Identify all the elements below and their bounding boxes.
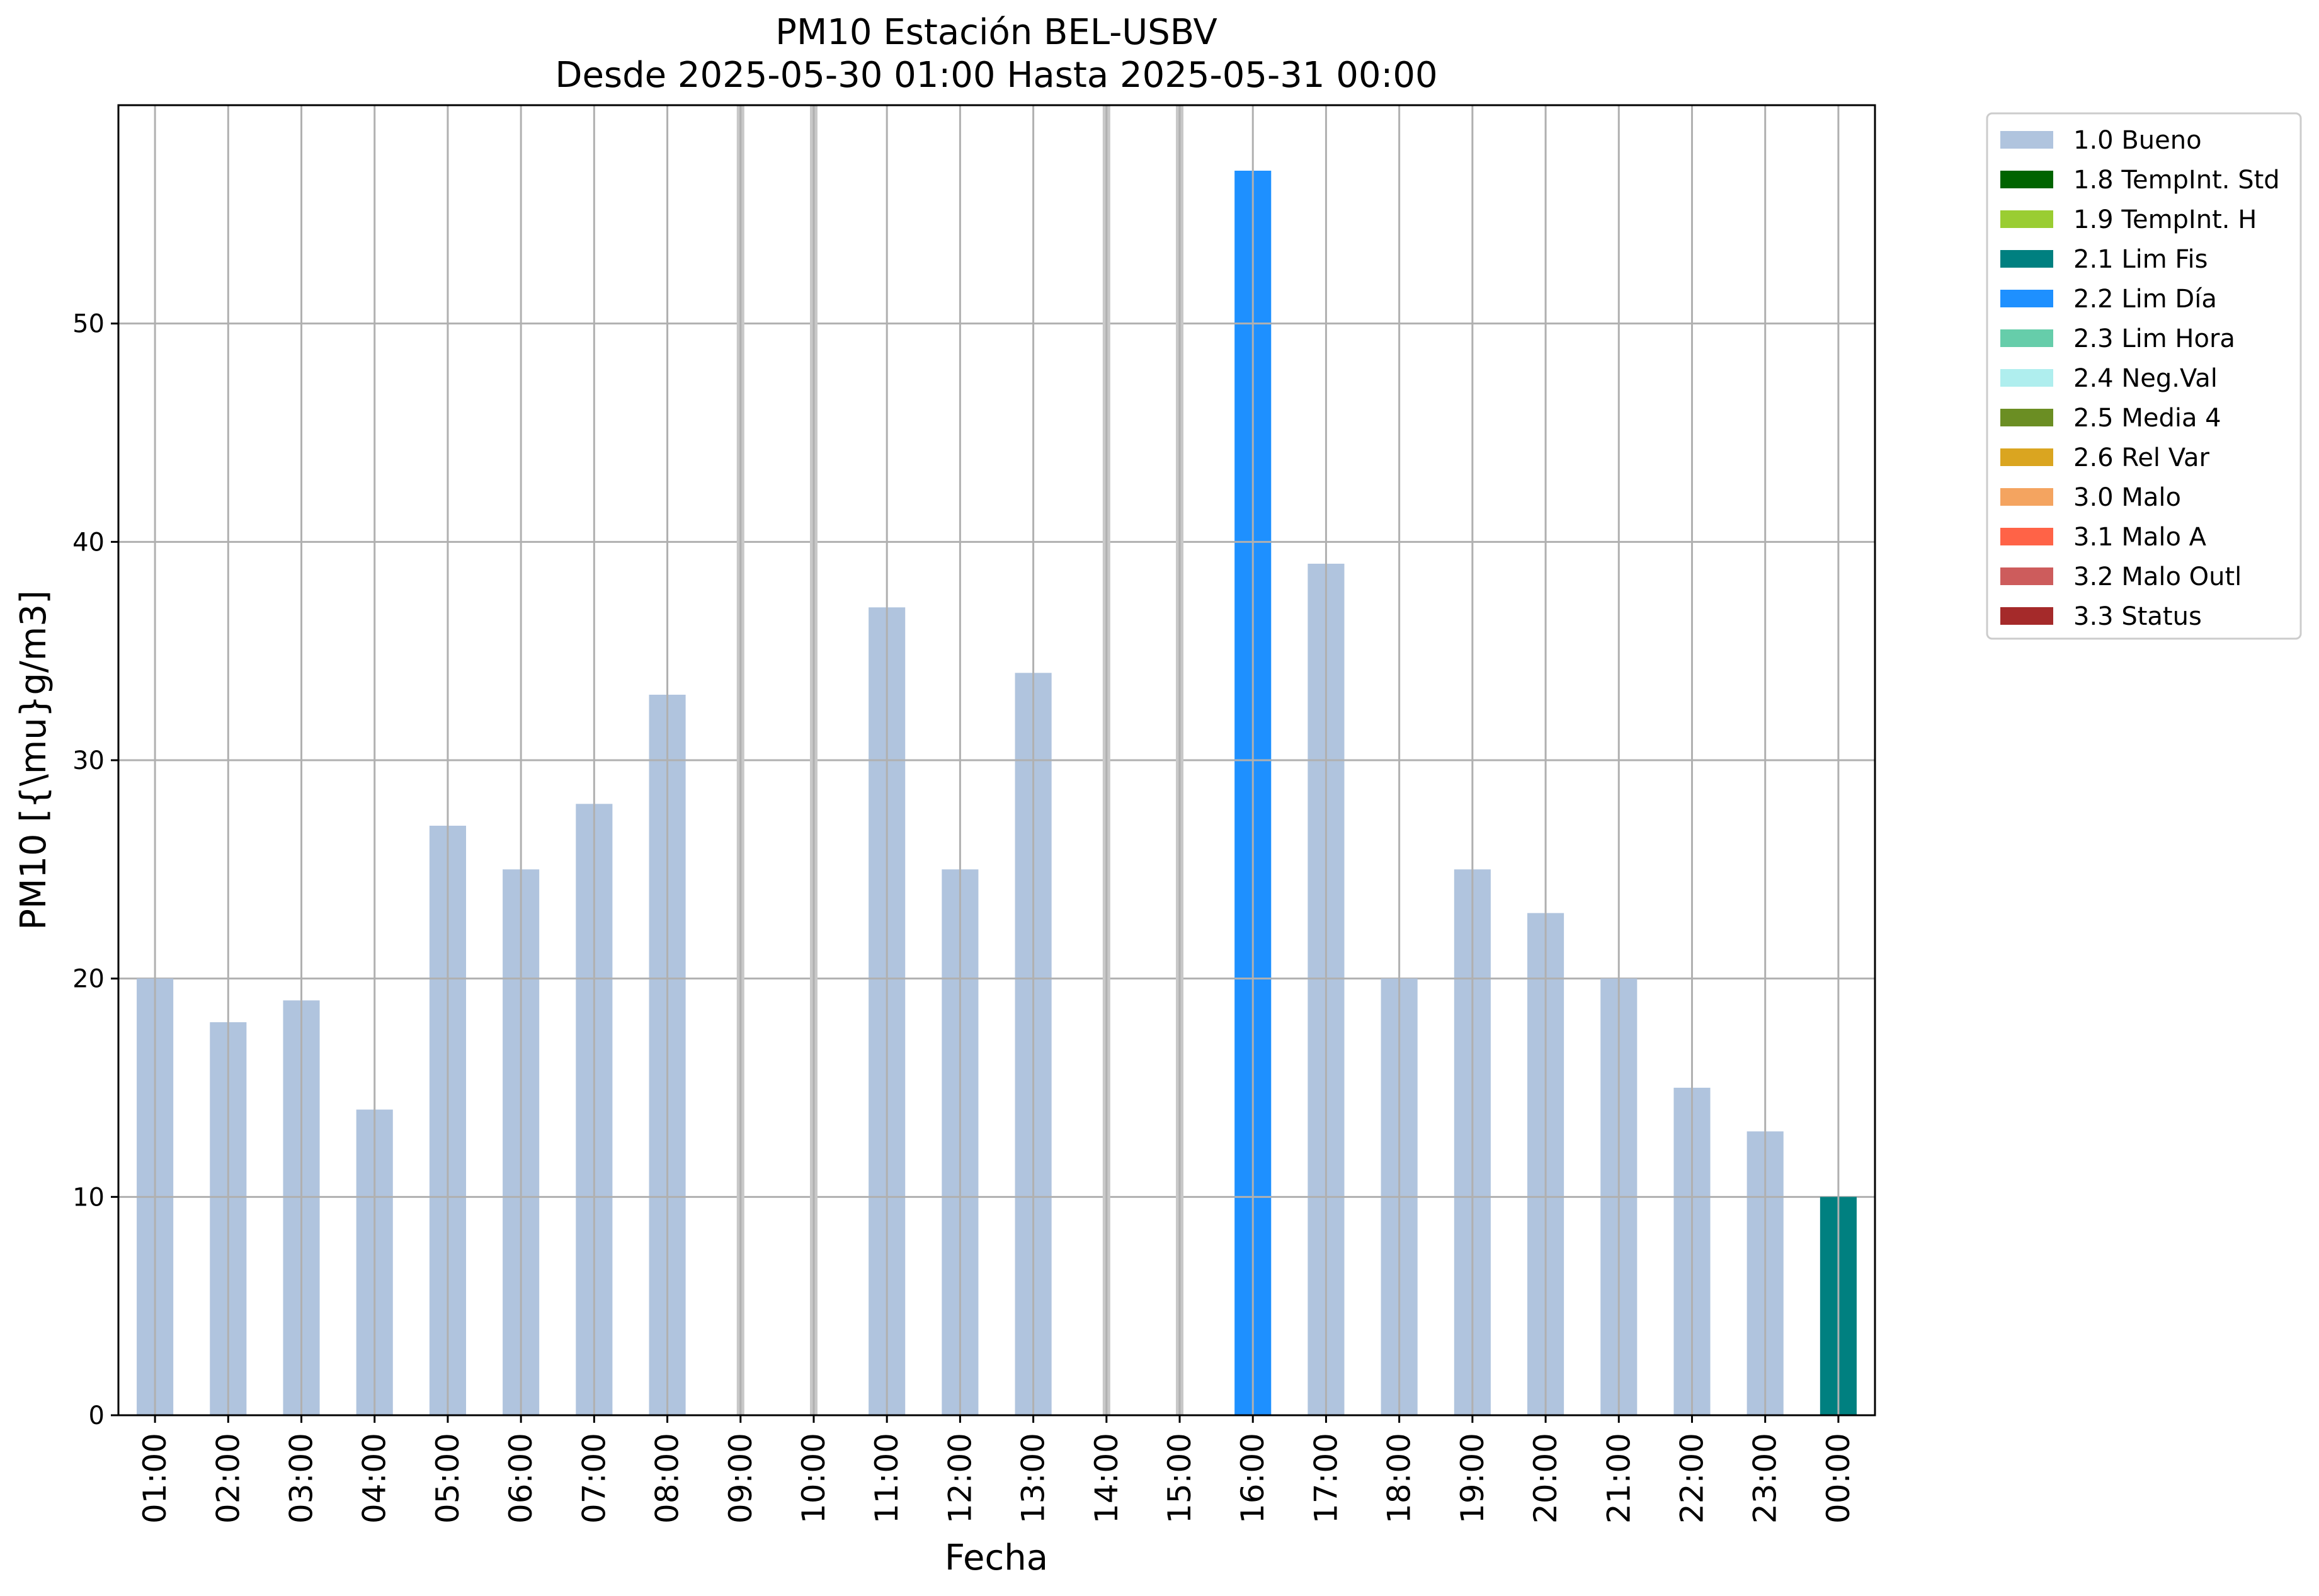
x-axis: 01:00 02:00 03:00 04:00 05:00 06:00 07:00 08:00… bbox=[137, 1415, 1857, 1524]
legend-label: 2.4 Neg.Val bbox=[2073, 364, 2218, 393]
x-tick-label: 00:00 bbox=[1820, 1433, 1857, 1524]
legend-label: 2.3 Lim Hora bbox=[2073, 324, 2235, 353]
x-tick-label: 09:00 bbox=[722, 1433, 759, 1524]
legend-swatch-2.5 bbox=[2000, 409, 2053, 426]
x-tick-label: 23:00 bbox=[1747, 1433, 1784, 1524]
legend-label: 2.5 Media 4 bbox=[2073, 404, 2221, 433]
legend-swatch-3.2 bbox=[2000, 567, 2053, 585]
y-axis-label: PM10 [{\mu}g/m3] bbox=[13, 590, 54, 930]
legend: 1.0 Bueno 1.8 TempInt. Std 1.9 TempInt. H 2… bbox=[1986, 112, 2302, 640]
legend-label: 2.2 Lim Día bbox=[2073, 285, 2217, 314]
y-axis: 0 10 20 30 40 50 bbox=[72, 310, 118, 1430]
legend-label: 2.6 Rel Var bbox=[2073, 443, 2210, 472]
x-tick-label: 13:00 bbox=[1015, 1433, 1052, 1524]
x-tick-label: 16:00 bbox=[1234, 1433, 1271, 1524]
x-tick-label: 05:00 bbox=[430, 1433, 466, 1524]
legend-label: 1.9 TempInt. H bbox=[2073, 205, 2257, 234]
x-tick-label: 10:00 bbox=[795, 1433, 832, 1524]
legend-swatch-3.1 bbox=[2000, 528, 2053, 545]
legend-swatch-3.3 bbox=[2000, 607, 2053, 625]
x-tick-label: 14:00 bbox=[1088, 1433, 1125, 1524]
legend-swatch-2.2 bbox=[2000, 290, 2053, 307]
x-tick-label: 12:00 bbox=[942, 1433, 978, 1524]
legend-swatch-3.0 bbox=[2000, 488, 2053, 506]
legend-swatch-2.4 bbox=[2000, 369, 2053, 387]
legend-label: 3.3 Status bbox=[2073, 602, 2202, 631]
y-tick-label: 50 bbox=[72, 310, 105, 339]
chart-title: PM10 Estación BEL-USBV bbox=[775, 12, 1217, 53]
legend-frame bbox=[1986, 112, 2302, 640]
y-tick-label: 40 bbox=[72, 528, 105, 557]
legend-label: 1.8 TempInt. Std bbox=[2073, 166, 2280, 195]
legend-swatch-2.6 bbox=[2000, 448, 2053, 466]
x-tick-label: 19:00 bbox=[1454, 1433, 1491, 1524]
y-tick-label: 20 bbox=[72, 965, 105, 994]
legend-label: 3.1 Malo A bbox=[2073, 523, 2207, 552]
x-tick-label: 22:00 bbox=[1673, 1433, 1710, 1524]
bars bbox=[137, 171, 1857, 1416]
legend-label: 3.2 Malo Outl bbox=[2073, 562, 2242, 591]
y-tick-label: 30 bbox=[72, 746, 105, 775]
x-tick-label: 01:00 bbox=[137, 1433, 173, 1524]
x-tick-label: 04:00 bbox=[356, 1433, 393, 1524]
chart-subtitle: Desde 2025-05-30 01:00 Hasta 2025-05-31 … bbox=[555, 55, 1437, 96]
legend-swatch-1.9 bbox=[2000, 210, 2053, 228]
x-tick-label: 08:00 bbox=[649, 1433, 686, 1524]
y-tick-label: 10 bbox=[72, 1183, 105, 1212]
x-tick-label: 07:00 bbox=[576, 1433, 612, 1524]
legend-label: 3.0 Malo bbox=[2073, 483, 2181, 512]
x-tick-label: 18:00 bbox=[1381, 1433, 1418, 1524]
y-tick-label: 0 bbox=[89, 1401, 105, 1430]
x-tick-label: 20:00 bbox=[1527, 1433, 1564, 1524]
x-tick-label: 06:00 bbox=[503, 1433, 539, 1524]
legend-swatch-2.3 bbox=[2000, 329, 2053, 347]
x-axis-label: Fecha bbox=[945, 1537, 1048, 1578]
legend-swatch-1.0 bbox=[2000, 131, 2053, 149]
x-tick-label: 21:00 bbox=[1600, 1433, 1637, 1524]
legend-swatch-1.8 bbox=[2000, 171, 2053, 188]
x-tick-label: 17:00 bbox=[1308, 1433, 1344, 1524]
legend-swatch-2.1 bbox=[2000, 250, 2053, 268]
x-tick-label: 03:00 bbox=[283, 1433, 320, 1524]
x-tick-label: 15:00 bbox=[1161, 1433, 1198, 1524]
x-tick-label: 02:00 bbox=[210, 1433, 246, 1524]
legend-label: 1.0 Bueno bbox=[2073, 126, 2202, 155]
legend-label: 2.1 Lim Fis bbox=[2073, 245, 2208, 274]
plot-frame bbox=[117, 104, 1876, 1416]
x-tick-label: 11:00 bbox=[869, 1433, 905, 1524]
